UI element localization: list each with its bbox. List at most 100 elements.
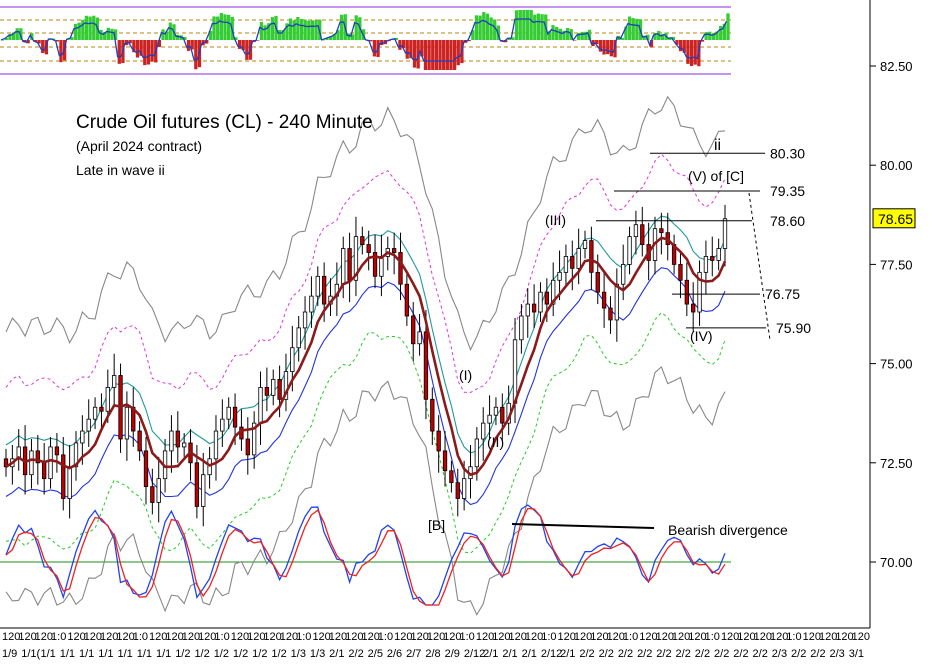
- candle-body: [436, 430, 441, 452]
- x-axis-label-top: 120: [721, 631, 739, 643]
- osc-histogram-bar: [310, 20, 315, 40]
- candle-body: [137, 430, 142, 452]
- x-axis-label-top: 120: [492, 631, 510, 643]
- osc-histogram-bar: [22, 40, 27, 42]
- x-axis-label-bottom: 1/1: [156, 648, 171, 660]
- osc-histogram-bar: [533, 14, 537, 41]
- candle-body: [601, 291, 607, 309]
- stoch-red-line: [5, 507, 726, 606]
- osc-histogram-bar: [132, 40, 136, 53]
- x-axis-label-bottom: 1/2: [252, 648, 267, 660]
- osc-histogram-bar: [547, 31, 552, 40]
- osc-histogram-bar: [66, 39, 70, 40]
- osc-histogram-bar: [551, 25, 555, 40]
- candle-body: [544, 291, 549, 305]
- osc-histogram-bar: [212, 16, 216, 40]
- osc-histogram-bar: [103, 31, 107, 40]
- osc-histogram-bar: [303, 19, 307, 40]
- x-axis-label-bottom: 2/7: [406, 648, 421, 660]
- candle-body: [379, 256, 384, 277]
- candle-body: [182, 442, 187, 448]
- candle-body: [156, 478, 161, 503]
- osc-histogram-bar: [55, 40, 59, 42]
- candle-body: [252, 422, 257, 456]
- osc-histogram-bar: [245, 40, 249, 60]
- candle-body: [716, 248, 721, 261]
- osc-histogram-bar: [44, 40, 49, 55]
- osc-histogram-bar: [700, 40, 705, 42]
- candle-body: [449, 470, 454, 484]
- x-axis-label-top: 1:0: [51, 631, 66, 643]
- osc-histogram-bar: [183, 37, 187, 40]
- candle-body: [595, 271, 600, 293]
- candle-body: [213, 430, 219, 460]
- osc-histogram-bar: [511, 37, 515, 40]
- osc-histogram-bar: [555, 27, 559, 40]
- x-axis-label-top: 120: [231, 631, 249, 643]
- y-tick-label: 82.50: [880, 59, 913, 74]
- osc-histogram-bar: [620, 37, 624, 40]
- osc-histogram-bar: [26, 40, 30, 44]
- osc-histogram-bar: [99, 29, 103, 40]
- x-axis-label-bottom: 1/2: [175, 648, 190, 660]
- candle-body: [404, 283, 410, 317]
- osc-histogram-bar: [631, 18, 635, 40]
- x-axis-label-bottom: 2/2: [714, 648, 729, 660]
- teal-moving-average: [5, 215, 726, 454]
- osc-histogram-bar: [1, 40, 5, 41]
- osc-histogram-bar: [412, 40, 417, 68]
- osc-histogram-bar: [259, 21, 264, 40]
- osc-histogram-bar: [168, 22, 172, 40]
- x-axis-label-top: 120: [394, 631, 412, 643]
- candle-body: [302, 311, 308, 329]
- osc-histogram-bar: [157, 40, 162, 47]
- osc-histogram-bar: [704, 32, 708, 40]
- x-axis-label-bottom: 3/1: [849, 648, 864, 660]
- candle-body: [99, 406, 104, 412]
- candle-body: [245, 438, 250, 456]
- candle-body: [309, 295, 314, 313]
- x-axis-label-bottom: 1/1: [60, 648, 75, 660]
- osc-histogram-bar: [525, 10, 530, 40]
- outer-upper-envelope: [5, 95, 726, 352]
- candle-body: [608, 307, 613, 321]
- x-axis-label-bottom: 2/1: [329, 648, 344, 660]
- osc-histogram-bar: [350, 34, 355, 40]
- osc-histogram-bar: [219, 12, 223, 40]
- wave-label-v-of-c: (V) of [C]: [688, 168, 744, 184]
- osc-histogram-bar: [482, 12, 486, 40]
- x-axis-label-top: 120: [443, 631, 461, 643]
- osc-histogram-bar: [682, 40, 686, 53]
- x-axis-label-top: 120: [312, 631, 330, 643]
- osc-histogram-bar: [161, 29, 165, 40]
- osc-histogram-bar: [296, 16, 300, 40]
- osc-histogram-bar: [135, 40, 140, 58]
- x-axis-label-bottom: 2/2: [791, 648, 806, 660]
- candle-body: [487, 414, 492, 424]
- x-axis-label-bottom: 1/9: [2, 648, 17, 660]
- x-axis-label-top: 120: [116, 631, 134, 643]
- osc-histogram-bar: [595, 40, 599, 45]
- osc-histogram-bar: [380, 40, 384, 46]
- y-tick-label: 77.50: [880, 257, 913, 272]
- x-axis-label-bottom: 2/12: [541, 648, 562, 660]
- x-axis-label-top: 120: [803, 631, 821, 643]
- osc-histogram-bar: [423, 40, 428, 70]
- y-tick-label: 75.00: [880, 357, 913, 372]
- osc-histogram-bar: [715, 31, 719, 40]
- candle-body: [150, 486, 155, 503]
- candle-body: [563, 256, 569, 273]
- osc-histogram-bar: [431, 40, 435, 70]
- y-tick-label: 80.00: [880, 158, 913, 173]
- osc-histogram-bar: [150, 40, 154, 62]
- osc-histogram-bar: [711, 33, 716, 40]
- x-axis-label-top: 120: [656, 631, 674, 643]
- osc-histogram-bar: [88, 16, 92, 40]
- osc-histogram-bar: [689, 40, 694, 66]
- osc-histogram-bar: [128, 40, 132, 44]
- x-axis-label-top: 120: [410, 631, 428, 643]
- osc-histogram-bar: [299, 19, 304, 40]
- x-axis-label-bottom: 2/1: [522, 648, 537, 660]
- candle-body: [67, 466, 72, 499]
